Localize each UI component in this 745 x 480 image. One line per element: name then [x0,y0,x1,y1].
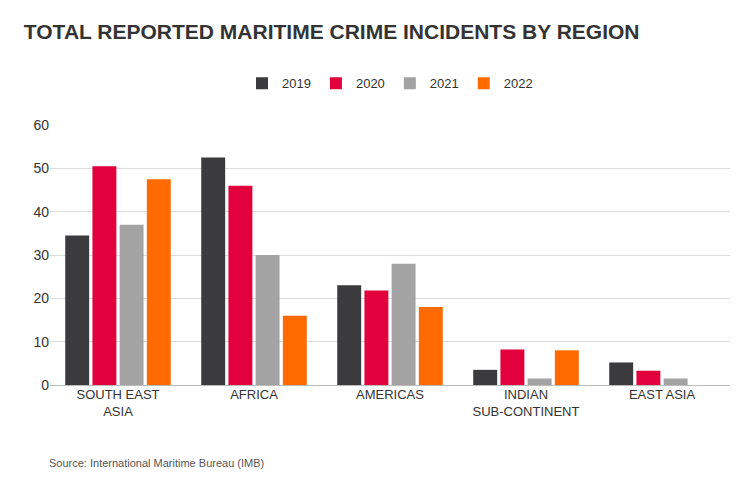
svg-text:20: 20 [33,290,49,306]
svg-text:SOUTH EASTASIA: SOUTH EASTASIA [76,387,159,419]
svg-text:TOTAL REPORTED MARITIME CRIME: TOTAL REPORTED MARITIME CRIME INCIDENTS … [24,20,640,43]
svg-text:60: 60 [33,117,49,133]
svg-text:Source: International Maritime: Source: International Maritime Bureau (I… [49,457,264,469]
svg-text:10: 10 [33,334,49,350]
svg-text:2019: 2019 [282,76,311,91]
svg-text:30: 30 [33,247,49,263]
svg-text:0: 0 [41,377,49,393]
svg-text:INDIANSUB-CONTINENT: INDIANSUB-CONTINENT [473,387,580,419]
svg-text:AMERICAS: AMERICAS [356,387,424,402]
svg-text:2020: 2020 [356,76,385,91]
svg-text:AFRICA: AFRICA [230,387,278,402]
svg-text:EAST ASIA: EAST ASIA [629,387,696,402]
svg-text:2022: 2022 [504,76,533,91]
svg-text:2021: 2021 [430,76,459,91]
svg-text:50: 50 [33,160,49,176]
svg-text:40: 40 [33,204,49,220]
